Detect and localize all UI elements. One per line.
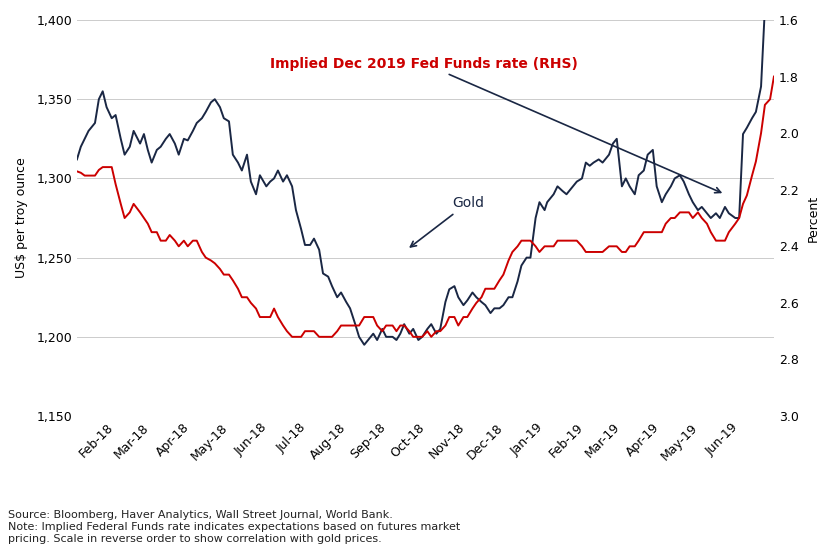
Text: Source: Bloomberg, Haver Analytics, Wall Street Journal, World Bank.
Note: Impli: Source: Bloomberg, Haver Analytics, Wall…	[8, 511, 461, 544]
Text: Implied Dec 2019 Fed Funds rate (RHS): Implied Dec 2019 Fed Funds rate (RHS)	[271, 57, 721, 193]
Text: Gold: Gold	[411, 196, 483, 247]
Y-axis label: Percent: Percent	[807, 194, 820, 242]
Y-axis label: US$ per troy ounce: US$ per troy ounce	[15, 158, 28, 278]
